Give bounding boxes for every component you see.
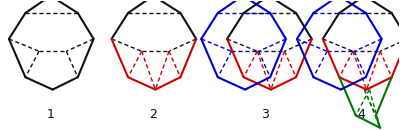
- Text: 3: 3: [261, 108, 269, 121]
- Text: 2: 2: [149, 108, 157, 121]
- Text: 4: 4: [358, 108, 365, 121]
- Text: 1: 1: [46, 108, 54, 121]
